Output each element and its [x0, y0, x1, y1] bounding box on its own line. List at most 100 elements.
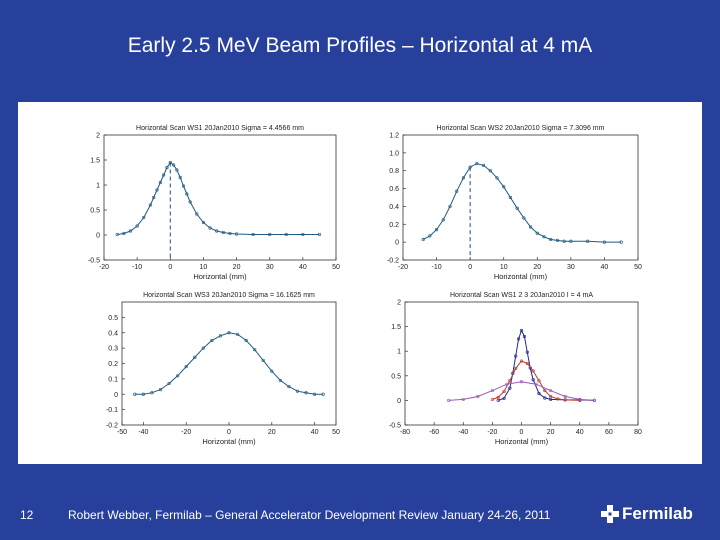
data-point	[434, 228, 439, 232]
data-point	[505, 382, 509, 386]
chart-title: Horizontal Scan WS1 2 3 20Jan2010 I = 4 …	[450, 292, 593, 299]
data-point	[210, 338, 214, 343]
data-point	[488, 169, 492, 173]
data-point	[235, 332, 240, 336]
data-point	[447, 398, 451, 403]
data-point	[284, 232, 288, 237]
data-point	[578, 397, 582, 402]
plot-frame	[121, 301, 337, 426]
data-point	[321, 392, 325, 396]
slide-number: 12	[20, 508, 34, 522]
data-point	[519, 380, 524, 384]
data-point	[181, 184, 186, 188]
data-point	[162, 173, 166, 177]
data-point	[490, 397, 494, 402]
x-tick-label: -20	[487, 429, 497, 436]
data-point	[133, 392, 137, 396]
data-point	[115, 232, 119, 237]
footer-text: Robert Webber, Fermilab – General Accele…	[68, 508, 551, 522]
data-point	[549, 237, 553, 242]
data-point	[496, 398, 500, 403]
y-tick-label: 1.2	[389, 133, 399, 140]
data-point	[508, 195, 513, 200]
data-point	[301, 232, 305, 237]
y-tick-label: 0.5	[90, 208, 100, 215]
y-tick-label: 0.1	[108, 376, 118, 383]
data-point	[152, 195, 156, 200]
data-point	[549, 388, 553, 393]
data-point	[515, 206, 519, 210]
x-tick-label: 80	[634, 429, 642, 436]
x-tick-label: 10	[500, 264, 508, 271]
x-tick-label: -50	[117, 429, 127, 436]
x-axis-label: Horizontal (mm)	[495, 437, 549, 446]
data-point	[317, 232, 322, 237]
data-point	[172, 163, 176, 167]
data-point	[586, 239, 590, 243]
data-point	[287, 384, 291, 389]
data-point	[178, 175, 182, 180]
y-tick-label: 2	[397, 300, 401, 307]
data-point	[468, 165, 472, 169]
data-point	[461, 397, 465, 402]
data-point	[490, 388, 494, 393]
x-tick-label: 50	[332, 429, 340, 436]
fermilab-mark-icon	[601, 505, 619, 523]
data-point	[234, 232, 239, 236]
data-point	[602, 240, 607, 244]
data-point	[543, 388, 547, 393]
data-point	[592, 398, 596, 403]
data-point	[514, 366, 518, 371]
data-point	[215, 229, 219, 233]
data-point	[128, 229, 133, 233]
data-point	[508, 379, 512, 383]
y-tick-label: 1	[96, 183, 100, 190]
data-point	[158, 388, 163, 392]
y-tick-label: 0	[96, 233, 100, 240]
x-tick-label: 40	[576, 429, 584, 436]
y-tick-label: 0.6	[389, 186, 399, 193]
y-tick-label: 1.5	[391, 324, 401, 331]
y-tick-label: -0.5	[88, 258, 100, 265]
data-point	[502, 389, 506, 394]
data-point	[519, 328, 524, 333]
data-point	[448, 204, 452, 209]
data-point	[185, 192, 189, 196]
data-point	[313, 392, 317, 396]
data-point	[502, 185, 506, 189]
x-tick-label: 30	[266, 264, 274, 271]
chart-2: Horizontal Scan WS2 20Jan2010 Sigma = 7.…	[387, 125, 642, 281]
data-point	[155, 188, 159, 192]
data-point	[534, 382, 538, 386]
x-tick-label: 50	[634, 264, 642, 271]
slide-title: Early 2.5 MeV Beam Profiles – Horizontal…	[127, 34, 593, 57]
data-point	[519, 359, 524, 363]
data-point	[542, 235, 546, 239]
chart-title: Horizontal Scan WS2 20Jan2010 Sigma = 7.…	[437, 125, 605, 132]
series-1-line	[117, 161, 320, 235]
data-point	[218, 334, 223, 338]
data-point	[549, 394, 553, 399]
plots-svg: Horizontal Scan WS1 20Jan2010 Sigma = 4.…	[88, 125, 642, 446]
data-point	[516, 337, 521, 341]
data-point	[188, 200, 192, 204]
x-tick-label: -40	[458, 429, 468, 436]
x-tick-label: 0	[520, 429, 524, 436]
x-tick-label: 0	[227, 429, 231, 436]
data-point	[428, 234, 432, 238]
y-tick-label: 0	[397, 398, 401, 405]
y-tick-label: -0.2	[106, 423, 118, 430]
data-point	[261, 358, 265, 363]
x-tick-label: 10	[200, 264, 208, 271]
data-point	[221, 230, 225, 235]
data-point	[228, 231, 232, 236]
data-point	[525, 361, 529, 366]
data-point	[295, 389, 300, 393]
data-point	[563, 394, 567, 399]
data-point	[441, 218, 445, 222]
x-axis-label: Horizontal (mm)	[494, 272, 548, 281]
chart-3: Horizontal Scan WS3 20Jan2010 Sigma = 16…	[106, 292, 340, 446]
chart-4: Horizontal Scan WS1 2 3 20Jan2010 I = 4 …	[389, 292, 642, 446]
data-point	[175, 168, 179, 172]
data-point	[251, 232, 255, 237]
